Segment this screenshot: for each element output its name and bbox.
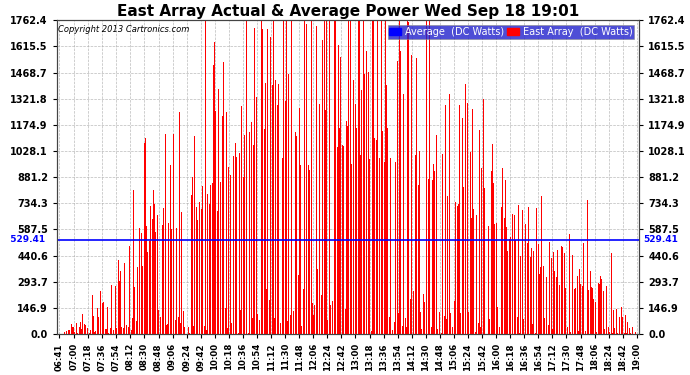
Text: 529.41: 529.41	[643, 236, 678, 244]
Legend: Average  (DC Watts), East Array  (DC Watts): Average (DC Watts), East Array (DC Watts…	[388, 25, 634, 39]
Text: 529.41: 529.41	[4, 236, 46, 244]
Text: Copyright 2013 Cartronics.com: Copyright 2013 Cartronics.com	[57, 25, 189, 34]
Title: East Array Actual & Average Power Wed Sep 18 19:01: East Array Actual & Average Power Wed Se…	[117, 4, 579, 19]
